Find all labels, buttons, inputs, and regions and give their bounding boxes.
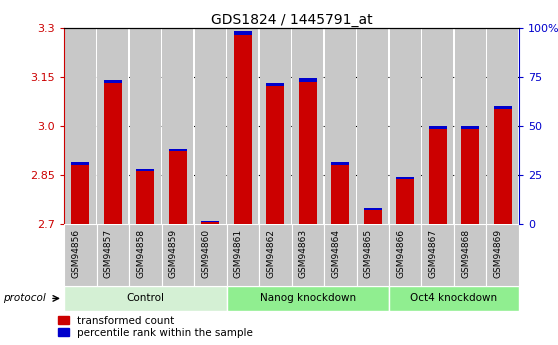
- Bar: [455, 28, 485, 224]
- Bar: [64, 224, 97, 286]
- Bar: [454, 224, 487, 286]
- Bar: [71, 162, 89, 224]
- Text: GSM94863: GSM94863: [299, 229, 308, 278]
- Bar: [390, 28, 421, 224]
- Bar: [194, 224, 227, 286]
- Bar: [396, 177, 414, 224]
- Text: Oct4 knockdown: Oct4 knockdown: [411, 294, 498, 303]
- Bar: [137, 168, 155, 171]
- Bar: [421, 224, 454, 286]
- Bar: [422, 28, 453, 224]
- Text: GSM94858: GSM94858: [136, 229, 146, 278]
- Title: GDS1824 / 1445791_at: GDS1824 / 1445791_at: [211, 12, 372, 27]
- Bar: [357, 28, 388, 224]
- Bar: [292, 28, 323, 224]
- Bar: [389, 286, 519, 310]
- Bar: [97, 224, 129, 286]
- Bar: [228, 28, 258, 224]
- Bar: [364, 208, 382, 210]
- Bar: [429, 126, 446, 129]
- Bar: [104, 80, 122, 224]
- Bar: [266, 83, 284, 86]
- Bar: [162, 224, 194, 286]
- Bar: [65, 28, 96, 224]
- Bar: [234, 31, 252, 224]
- Text: GSM94860: GSM94860: [201, 229, 210, 278]
- Bar: [169, 149, 187, 224]
- Bar: [331, 162, 349, 165]
- Bar: [324, 224, 357, 286]
- Bar: [429, 126, 446, 224]
- Bar: [357, 224, 389, 286]
- Text: GSM94869: GSM94869: [494, 229, 503, 278]
- Bar: [259, 224, 291, 286]
- Bar: [291, 224, 324, 286]
- Bar: [130, 28, 161, 224]
- Bar: [325, 28, 355, 224]
- Bar: [71, 162, 89, 165]
- Text: protocol: protocol: [3, 294, 46, 303]
- Text: GSM94864: GSM94864: [331, 229, 340, 278]
- Legend: transformed count, percentile rank within the sample: transformed count, percentile rank withi…: [58, 316, 253, 338]
- Bar: [201, 221, 219, 224]
- Bar: [299, 78, 317, 224]
- Bar: [227, 286, 389, 310]
- Bar: [201, 221, 219, 222]
- Bar: [64, 286, 227, 310]
- Bar: [396, 177, 414, 179]
- Bar: [234, 31, 252, 35]
- Bar: [266, 83, 284, 224]
- Bar: [494, 106, 512, 109]
- Bar: [195, 28, 226, 224]
- Bar: [487, 28, 518, 224]
- Text: GSM94865: GSM94865: [364, 229, 373, 278]
- Bar: [98, 28, 128, 224]
- Bar: [162, 28, 193, 224]
- Bar: [227, 224, 259, 286]
- Text: GSM94862: GSM94862: [266, 229, 275, 278]
- Text: GSM94857: GSM94857: [104, 229, 113, 278]
- Text: GSM94866: GSM94866: [396, 229, 405, 278]
- Bar: [331, 162, 349, 224]
- Text: Control: Control: [126, 294, 165, 303]
- Bar: [104, 80, 122, 83]
- Bar: [487, 224, 519, 286]
- Text: Nanog knockdown: Nanog knockdown: [259, 294, 356, 303]
- Text: GSM94856: GSM94856: [71, 229, 80, 278]
- Bar: [364, 208, 382, 224]
- Bar: [461, 126, 479, 129]
- Bar: [169, 149, 187, 151]
- Text: GSM94861: GSM94861: [234, 229, 243, 278]
- Bar: [389, 224, 421, 286]
- Bar: [129, 224, 162, 286]
- Text: GSM94868: GSM94868: [461, 229, 470, 278]
- Bar: [260, 28, 291, 224]
- Bar: [461, 126, 479, 224]
- Bar: [299, 78, 317, 82]
- Bar: [494, 106, 512, 224]
- Text: GSM94859: GSM94859: [169, 229, 178, 278]
- Bar: [137, 168, 155, 224]
- Text: GSM94867: GSM94867: [429, 229, 437, 278]
